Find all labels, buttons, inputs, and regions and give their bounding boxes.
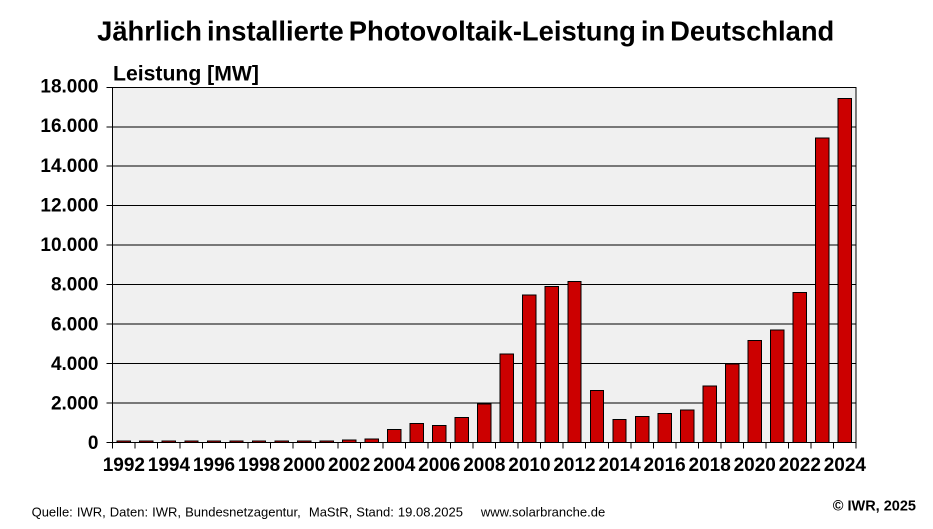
svg-text:2008: 2008 bbox=[463, 455, 505, 476]
svg-text:www.solarbranche.de: www.solarbranche.de bbox=[480, 504, 605, 519]
svg-text:2012: 2012 bbox=[553, 455, 595, 476]
svg-text:Quelle: IWR, Daten: IWR, Bunde: Quelle: IWR, Daten: IWR, Bundesnetzagent… bbox=[32, 504, 463, 519]
svg-text:1996: 1996 bbox=[193, 455, 235, 476]
svg-text:6.000: 6.000 bbox=[51, 314, 99, 335]
svg-text:18.000: 18.000 bbox=[40, 77, 98, 98]
svg-text:2020: 2020 bbox=[734, 455, 776, 476]
svg-text:2000: 2000 bbox=[283, 455, 325, 476]
svg-text:2024: 2024 bbox=[824, 455, 867, 476]
svg-text:2006: 2006 bbox=[418, 455, 460, 476]
svg-text:16.000: 16.000 bbox=[40, 116, 98, 137]
svg-text:1994: 1994 bbox=[148, 455, 191, 476]
svg-text:Jährlich installierte Photovol: Jährlich installierte Photovoltaik-Leist… bbox=[97, 16, 834, 47]
svg-text:1998: 1998 bbox=[238, 455, 280, 476]
svg-text:2010: 2010 bbox=[508, 455, 550, 476]
svg-text:2.000: 2.000 bbox=[51, 394, 99, 415]
svg-text:2018: 2018 bbox=[689, 455, 731, 476]
svg-text:10.000: 10.000 bbox=[40, 235, 98, 256]
svg-text:2016: 2016 bbox=[643, 455, 685, 476]
svg-text:2022: 2022 bbox=[779, 455, 821, 476]
svg-text:14.000: 14.000 bbox=[40, 156, 98, 177]
svg-text:2014: 2014 bbox=[598, 455, 641, 476]
svg-text:Leistung [MW]: Leistung [MW] bbox=[113, 62, 259, 85]
svg-text:2004: 2004 bbox=[373, 455, 416, 476]
svg-text:8.000: 8.000 bbox=[51, 275, 99, 296]
svg-text:12.000: 12.000 bbox=[40, 195, 98, 216]
svg-text:0: 0 bbox=[88, 433, 99, 454]
svg-text:© IWR, 2025: © IWR, 2025 bbox=[833, 499, 916, 515]
svg-text:4.000: 4.000 bbox=[51, 354, 99, 375]
svg-text:2002: 2002 bbox=[328, 455, 370, 476]
svg-text:1992: 1992 bbox=[103, 455, 145, 476]
